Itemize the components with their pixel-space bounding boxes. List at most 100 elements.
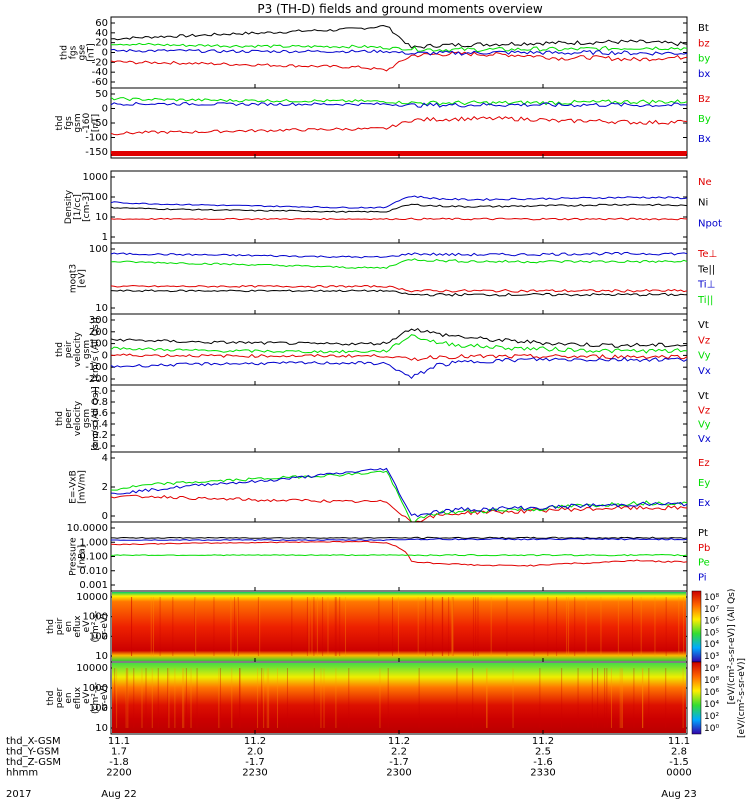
y-tick-label: 100 [89,339,108,350]
y-axis-label: thd [60,45,70,60]
ephemeris-value: -1.6 [533,757,553,768]
legend-entry: Ni [698,198,708,209]
y-tick-label: 100 [89,192,108,203]
y-tick-label: -150 [85,147,108,158]
series-line-Vy [110,334,688,354]
heatmap-field [112,592,686,661]
y-tick-label: 0.4 [92,419,108,430]
y-axis-label: peir [64,340,74,358]
ephemeris-value: 2330 [530,768,555,779]
y-tick-label: 50 [95,89,108,100]
ephemeris-value: 2.2 [391,747,407,758]
y-axis-label: sr-eV) [100,685,110,711]
series-line-Bz [110,116,688,136]
ephemeris-value: 11.2 [244,736,266,747]
legend-entry: Vz [698,405,710,416]
heatmap-field [112,663,686,733]
ephemeris-row-label: thd_X-GSM [6,736,61,747]
y-tick-label: 40 [95,28,108,39]
colorbar-tick-label: 10⁸ [704,593,719,603]
y-axis-label: [km/s (All Qs)] [91,386,101,450]
legend-entry: Vx [698,366,711,377]
legend-entry: Ex [698,498,710,509]
y-tick-label: 0.0 [92,441,108,452]
year-label: 2017 [6,789,31,800]
y-tick-label: -40 [92,67,108,78]
y-axis-label: gsm [73,113,83,132]
y-tick-label: 1000 [83,683,108,694]
colorbar [691,590,702,663]
series-line-Bx [110,101,688,108]
ephemeris-value: 2230 [242,768,267,779]
legend-entry: Vt [698,320,709,331]
legend-entry: Bt [698,23,709,34]
legend-entry: Te⊥ [697,249,717,260]
series-line-Te⊥ [110,284,688,293]
y-tick-label: 0.001 [79,580,108,591]
panel-frame [110,451,688,523]
y-tick-label: 0 [102,48,108,59]
y-axis-label: sr-eV) [100,613,110,639]
series-line-Vt [110,327,688,348]
ephemeris-value: 0000 [666,768,691,779]
ephemeris-value: -1.8 [109,757,129,768]
y-tick-label: 0.100 [79,552,108,563]
y-axis-label: [cm-3] [82,192,92,222]
ephemeris-value: 11.2 [388,736,410,747]
legend-entry: Ey [698,478,710,489]
legend-entry: Ti|| [697,295,713,306]
legend-entry: Pt [698,528,708,539]
ephemeris-value: 2.5 [535,747,551,758]
series-line-Ey [110,470,688,523]
y-tick-label: 300 [89,315,108,326]
y-axis-label: Density [64,189,74,224]
panel-10: thd peer en eflux eV (cm²-s-sr-eV) 10000 1000 10… [46,658,747,738]
series-line-Ne [110,217,688,221]
ephemeris-value: 1.7 [111,747,127,758]
y-tick-label: -50 [92,118,108,129]
series-line-Vx [110,357,688,380]
panel-4: moqt3 [eV] 100 10 Te⊥ Te|| Ti⊥ Ti|| [69,242,717,315]
colorbar-tick-label: 10⁶ [704,688,719,698]
colorbar-tick-label: 10⁴ [704,640,719,650]
y-tick-label: 10 [95,651,108,662]
y-tick-label: 60 [95,18,108,29]
legend-entry: bx [698,69,710,80]
series-line-By [110,97,688,106]
legend-entry: Pi [698,572,707,583]
y-axis-label: thd [46,691,56,706]
panel-6: thd peer velocity gsm [km/s (All Qs)]1.00.80… [55,384,711,453]
y-tick-label: 2 [102,482,108,493]
legend-entry: Ne [698,177,712,188]
y-tick-label: -20 [92,57,108,68]
y-tick-label: 1.0 [92,386,108,397]
ephemeris-value: 2300 [386,768,411,779]
y-axis-label: eflux [73,686,83,709]
legend-entry: Vx [698,434,711,445]
panel-frame [110,87,688,159]
ephemeris-date: Aug 22 [101,789,136,800]
y-tick-label: 0.2 [92,430,108,441]
colorbar-tick-label: 10⁶ [704,617,719,627]
ephemeris-row-label: thd_Y-GSM [6,747,59,758]
y-axis-label: en [64,621,74,632]
legend-entry: Pe [698,558,710,569]
ephemeris-date: Aug 23 [661,789,696,800]
colorbar-label: [eV/(cm²-s-sr-eV)] [737,658,747,738]
ephemeris-value: -1.7 [245,757,265,768]
panel-frame [110,242,688,315]
legend-entry: Te|| [697,264,715,275]
panel-frame [110,384,688,453]
colorbar-tick-label: 10⁷ [704,605,719,615]
legend-entry: Pb [698,543,710,554]
legend-entry: Vz [698,335,710,346]
y-tick-label: 100 [89,703,108,714]
red-stripe [111,151,687,156]
colorbar-tick-label: 10⁸ [704,676,719,686]
y-axis-label: eV [82,620,92,633]
y-tick-label: 100 [89,244,108,255]
series-line-Npot [110,195,688,209]
y-axis-label: en [64,692,74,703]
y-tick-label: -200 [85,374,108,385]
